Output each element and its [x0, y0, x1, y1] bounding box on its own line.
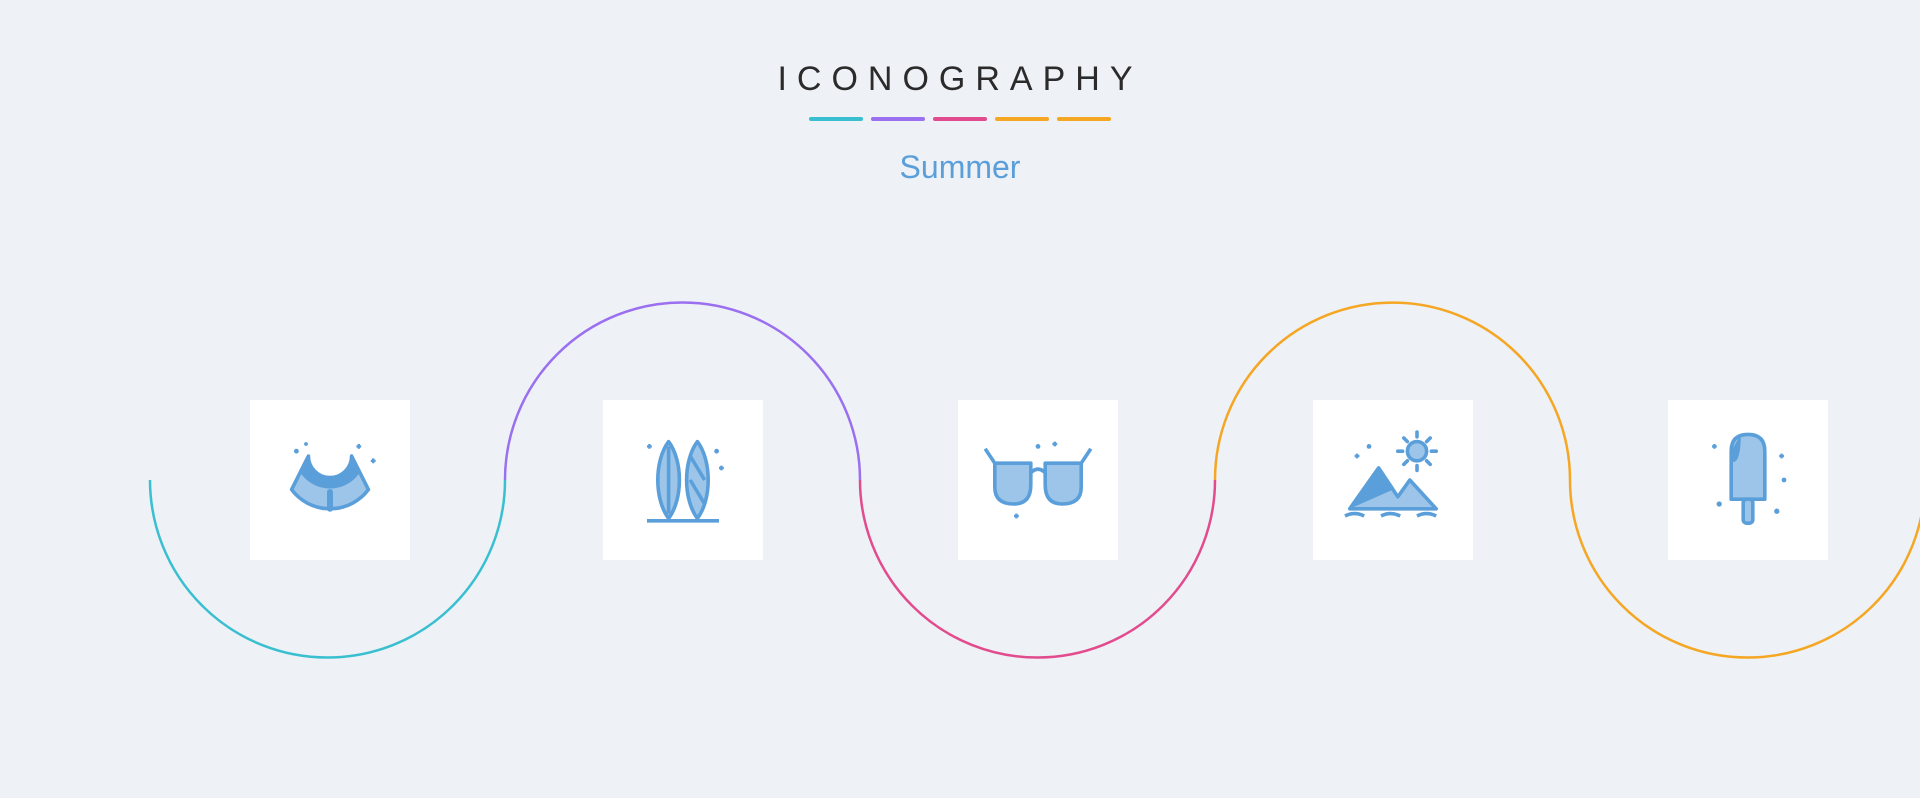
- icon-tile-popsicle: [1668, 400, 1828, 560]
- header: ICONOGRAPHY Summer: [0, 0, 1920, 186]
- surfboards-icon: [623, 420, 743, 540]
- accent-segment: [809, 117, 863, 121]
- mountains-icon: [1333, 420, 1453, 540]
- icon-tile-surfboards: [603, 400, 763, 560]
- accent-segment: [1057, 117, 1111, 121]
- popsicle-icon: [1688, 420, 1808, 540]
- icon-tile-mountains: [1313, 400, 1473, 560]
- icon-tile-watermelon: [250, 400, 410, 560]
- accent-segment: [933, 117, 987, 121]
- accent-segment: [871, 117, 925, 121]
- sunglasses-icon: [978, 420, 1098, 540]
- watermelon-icon: [270, 420, 390, 540]
- icon-tile-sunglasses: [958, 400, 1118, 560]
- brand-title: ICONOGRAPHY: [0, 60, 1920, 99]
- accent-bar: [0, 117, 1920, 121]
- category-title: Summer: [0, 149, 1920, 186]
- accent-segment: [995, 117, 1049, 121]
